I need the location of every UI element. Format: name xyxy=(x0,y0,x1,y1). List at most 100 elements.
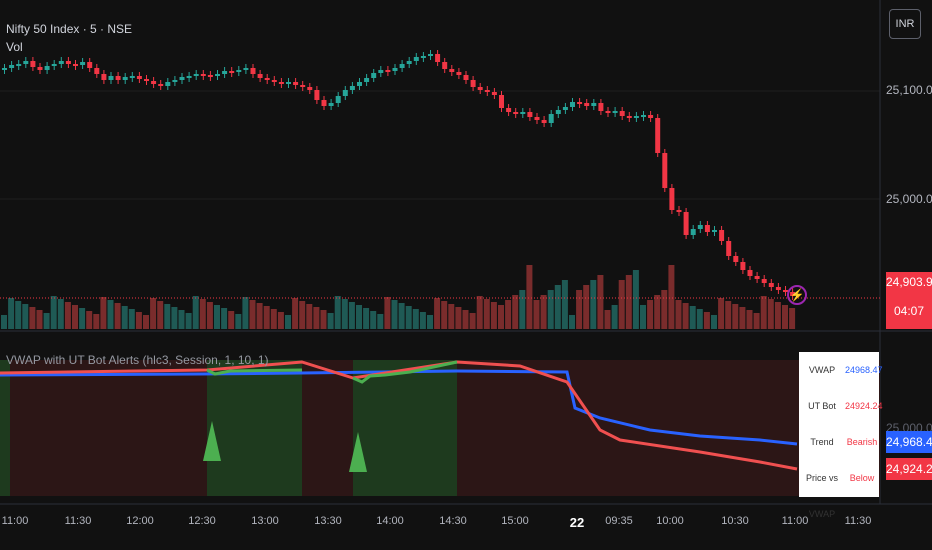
volume-bar xyxy=(121,306,128,329)
volume-bar xyxy=(242,297,249,329)
candle-body xyxy=(754,276,760,279)
countdown-tag: 04:07 xyxy=(886,303,932,329)
candle-body xyxy=(541,120,547,123)
candle-body xyxy=(193,74,199,76)
candle-body xyxy=(413,57,419,61)
candle-body xyxy=(364,78,370,82)
candle-body xyxy=(633,116,639,118)
volume-bar xyxy=(455,307,462,329)
candle-body xyxy=(321,100,327,106)
candle-body xyxy=(349,86,355,90)
candle-body xyxy=(406,61,412,64)
volume-bar xyxy=(647,300,654,329)
lightning-icon[interactable]: ⚡ xyxy=(787,285,807,305)
candle-body xyxy=(122,77,128,80)
candle-body xyxy=(584,103,590,106)
volume-bar xyxy=(313,307,320,329)
indicator-legend[interactable]: VWAP with UT Bot Alerts (hlc3, Session, … xyxy=(6,353,269,367)
volume-bar xyxy=(72,305,78,329)
trend-background xyxy=(302,360,353,496)
volume-bar xyxy=(221,308,228,329)
volume-bar xyxy=(171,307,178,329)
vwap-tag: 24,968.47 xyxy=(886,431,932,453)
candle-body xyxy=(712,230,717,232)
volume-bar xyxy=(789,308,796,329)
candle-body xyxy=(548,114,554,123)
candle-body xyxy=(726,241,732,256)
candle-body xyxy=(626,116,632,118)
time-label: 12:00 xyxy=(126,515,154,527)
volume-bar xyxy=(157,301,164,329)
candle-body xyxy=(612,111,618,113)
volume-bar xyxy=(782,305,788,329)
volume-bar xyxy=(682,303,689,329)
info-key: Price vs VWAP xyxy=(805,473,838,519)
volume-bar xyxy=(22,304,29,329)
candle-body xyxy=(378,70,384,73)
volume-bar xyxy=(235,314,242,329)
time-label: 11:30 xyxy=(64,515,92,527)
volume-legend[interactable]: Vol xyxy=(6,40,23,54)
volume-bar xyxy=(29,307,36,329)
volume-bar xyxy=(57,299,64,329)
symbol-title[interactable]: Nifty 50 Index · 5 · NSE xyxy=(6,22,133,36)
candle-body xyxy=(747,270,753,276)
volume-bar xyxy=(36,310,43,329)
trend-background xyxy=(207,360,302,496)
candle-body xyxy=(200,74,206,76)
time-label: 14:30 xyxy=(439,515,467,527)
candle-body xyxy=(30,61,36,67)
volume-bar xyxy=(405,306,412,329)
candle-body xyxy=(300,85,306,87)
volume-bar xyxy=(434,298,441,329)
volume-bar xyxy=(256,303,263,329)
candle-body xyxy=(51,64,57,66)
buy-arrow-icon xyxy=(203,421,221,461)
candle-body xyxy=(80,62,86,65)
volume-bar xyxy=(519,290,526,329)
volume-bar xyxy=(661,290,668,329)
candle-body xyxy=(719,230,725,241)
time-label: 13:30 xyxy=(314,515,342,527)
candle-body xyxy=(477,87,483,90)
volume-bar xyxy=(143,315,149,329)
candle-body xyxy=(648,115,654,118)
volume-bar xyxy=(277,312,284,329)
candle-body xyxy=(293,82,299,85)
candle-body xyxy=(442,62,448,69)
candle-body xyxy=(335,96,341,103)
volume-bar xyxy=(178,310,185,329)
volume-bar xyxy=(441,301,448,329)
countdown-value: 04:07 xyxy=(893,304,925,318)
candle-body xyxy=(101,74,107,80)
candle-body xyxy=(94,68,100,74)
volume-bar xyxy=(632,270,639,329)
volume-bar xyxy=(299,301,306,329)
volume-bar xyxy=(561,280,568,329)
volume-bar xyxy=(135,312,142,329)
volume-bar xyxy=(696,309,703,329)
candle-body xyxy=(506,108,512,112)
volume-bar xyxy=(128,309,135,329)
volume-bar xyxy=(341,299,348,329)
volume-bar xyxy=(363,308,370,329)
currency-button[interactable]: INR xyxy=(889,9,921,39)
candle-body xyxy=(520,112,526,114)
price-label-25100: 25,100.00 xyxy=(886,83,932,97)
current-price-value: 24,903.95 xyxy=(886,275,932,289)
volume-bar xyxy=(107,300,114,329)
vwap-line xyxy=(0,369,798,446)
volume-bar xyxy=(590,280,597,329)
candle-body xyxy=(357,82,362,86)
utbot-line-bull xyxy=(352,360,458,384)
volume-bar xyxy=(249,300,256,329)
candle-body xyxy=(683,212,689,235)
volume-bar xyxy=(753,313,760,329)
volume-bar xyxy=(668,265,675,329)
volume-bar xyxy=(412,309,419,329)
volume-bar xyxy=(483,299,490,329)
time-label: 11:30 xyxy=(844,515,872,527)
trend-background xyxy=(0,360,10,496)
candle-body xyxy=(229,71,235,73)
